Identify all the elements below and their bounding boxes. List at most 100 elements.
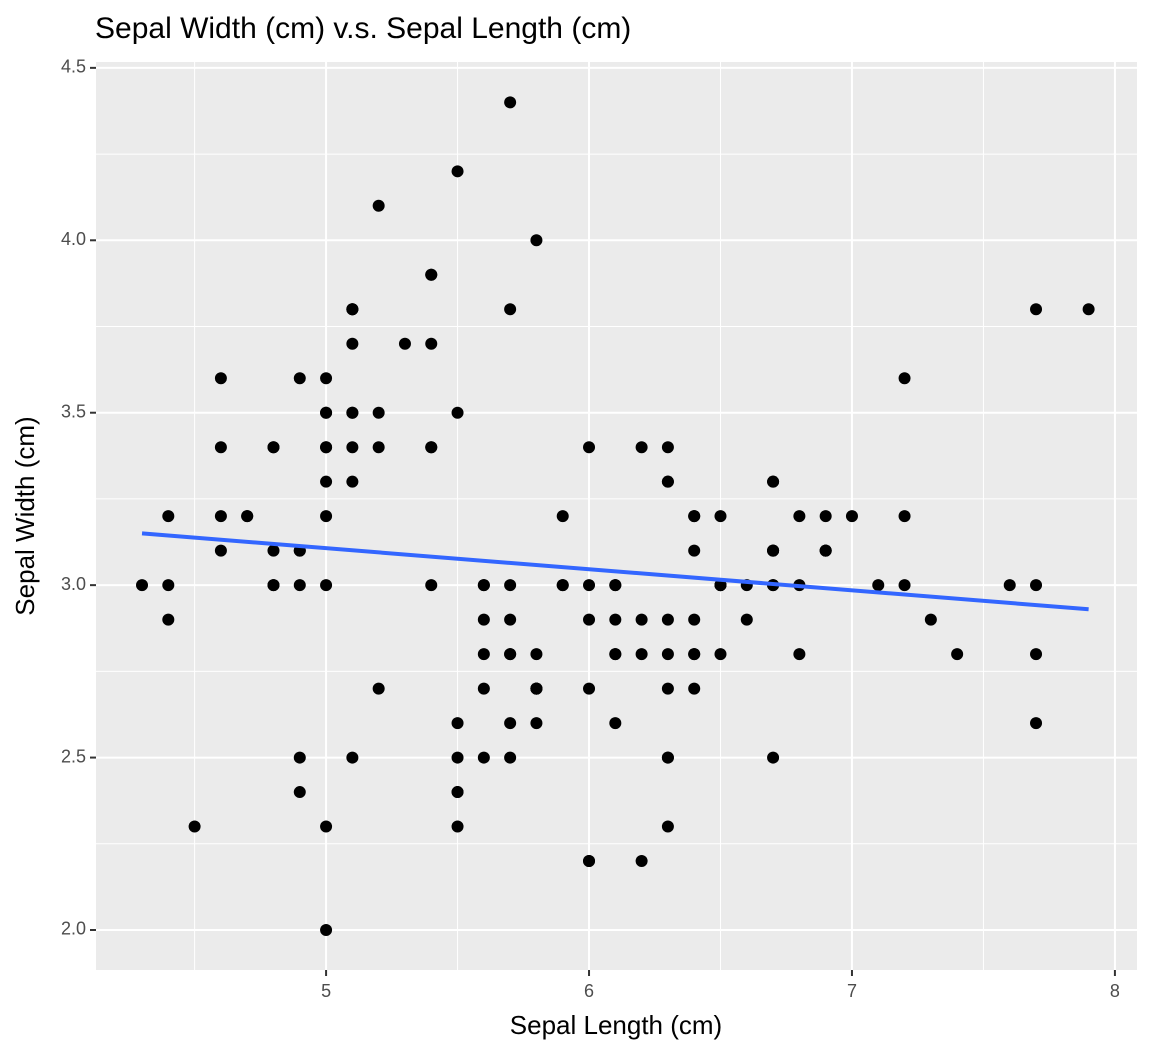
point xyxy=(688,510,701,523)
point xyxy=(320,406,333,419)
point xyxy=(661,648,674,661)
point xyxy=(372,406,385,419)
point xyxy=(635,613,648,626)
point xyxy=(819,544,832,557)
point xyxy=(267,579,280,592)
y-tick-label: 4.5 xyxy=(61,57,86,77)
point xyxy=(293,579,306,592)
point xyxy=(425,441,438,454)
point xyxy=(530,717,543,730)
x-tick-label: 7 xyxy=(847,981,857,1001)
point xyxy=(241,510,254,523)
point xyxy=(477,682,490,695)
point xyxy=(714,579,727,592)
point xyxy=(793,510,806,523)
point xyxy=(635,441,648,454)
point xyxy=(530,682,543,695)
point xyxy=(477,579,490,592)
point xyxy=(1030,579,1043,592)
point xyxy=(267,544,280,557)
point xyxy=(320,441,333,454)
point xyxy=(504,96,517,109)
point xyxy=(1030,717,1043,730)
point xyxy=(346,337,359,350)
point xyxy=(214,510,227,523)
point xyxy=(1030,303,1043,316)
point xyxy=(398,337,411,350)
point xyxy=(1030,648,1043,661)
point xyxy=(688,544,701,557)
point xyxy=(661,475,674,488)
point xyxy=(1082,303,1095,316)
point xyxy=(872,579,885,592)
point xyxy=(583,579,596,592)
point xyxy=(767,544,780,557)
point xyxy=(556,579,569,592)
point xyxy=(372,441,385,454)
point xyxy=(293,786,306,799)
point xyxy=(898,372,911,385)
point xyxy=(451,820,464,833)
plot-panel xyxy=(96,62,1137,970)
point xyxy=(609,717,622,730)
point xyxy=(372,199,385,212)
point xyxy=(372,682,385,695)
y-tick-label: 2.0 xyxy=(61,919,86,939)
y-tick-label: 3.5 xyxy=(61,401,86,421)
point xyxy=(477,751,490,764)
point xyxy=(162,510,175,523)
point xyxy=(214,372,227,385)
point xyxy=(136,579,149,592)
point xyxy=(635,855,648,868)
point xyxy=(793,648,806,661)
y-tick-label: 4.0 xyxy=(61,229,86,249)
point xyxy=(320,475,333,488)
x-tick-label: 6 xyxy=(584,981,594,1001)
x-axis-title: Sepal Length (cm) xyxy=(510,1010,722,1040)
point xyxy=(425,579,438,592)
point xyxy=(451,717,464,730)
point xyxy=(1003,579,1016,592)
point xyxy=(346,441,359,454)
point xyxy=(293,372,306,385)
point xyxy=(320,579,333,592)
point xyxy=(767,475,780,488)
point xyxy=(556,510,569,523)
point xyxy=(162,613,175,626)
point xyxy=(951,648,964,661)
point xyxy=(819,510,832,523)
point xyxy=(188,820,201,833)
x-tick-label: 5 xyxy=(321,981,331,1001)
point xyxy=(320,820,333,833)
point xyxy=(425,337,438,350)
point xyxy=(214,441,227,454)
point xyxy=(346,751,359,764)
point xyxy=(504,717,517,730)
point xyxy=(845,510,858,523)
point xyxy=(583,682,596,695)
point xyxy=(924,613,937,626)
point xyxy=(504,303,517,316)
point xyxy=(740,613,753,626)
chart-title: Sepal Width (cm) v.s. Sepal Length (cm) xyxy=(95,12,631,45)
point xyxy=(688,682,701,695)
point xyxy=(583,441,596,454)
point xyxy=(688,613,701,626)
y-tick-label: 2.5 xyxy=(61,746,86,766)
point xyxy=(688,648,701,661)
point xyxy=(530,234,543,247)
point xyxy=(451,751,464,764)
point xyxy=(661,682,674,695)
y-tick-label: 3.0 xyxy=(61,574,86,594)
point xyxy=(635,648,648,661)
point xyxy=(425,268,438,281)
regression-line xyxy=(141,531,1089,612)
point xyxy=(714,510,727,523)
point xyxy=(346,406,359,419)
point xyxy=(661,613,674,626)
point xyxy=(609,579,622,592)
point xyxy=(346,475,359,488)
point xyxy=(504,751,517,764)
point xyxy=(451,165,464,178)
point xyxy=(530,648,543,661)
